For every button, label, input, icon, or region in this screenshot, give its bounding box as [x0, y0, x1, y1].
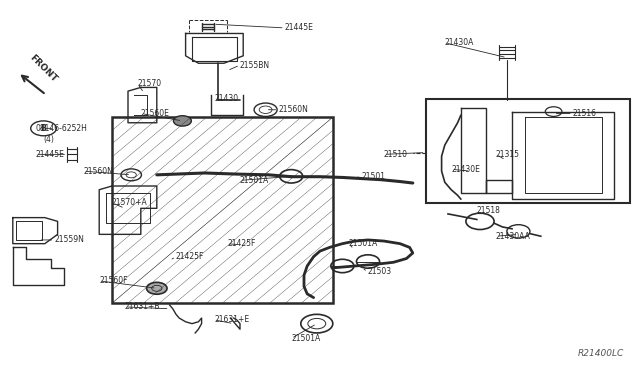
- Bar: [426, 99, 630, 203]
- Circle shape: [147, 282, 167, 294]
- Text: 21501A: 21501A: [291, 334, 321, 343]
- Circle shape: [31, 121, 56, 136]
- Text: 21501A: 21501A: [240, 176, 269, 185]
- Text: 21501: 21501: [362, 172, 385, 181]
- Text: 21560E: 21560E: [141, 109, 170, 118]
- Text: 21430: 21430: [214, 94, 239, 103]
- Text: 21445E: 21445E: [285, 23, 314, 32]
- Bar: [112, 117, 333, 303]
- Text: 21560N: 21560N: [83, 167, 113, 176]
- Text: 2155BN: 2155BN: [240, 61, 270, 70]
- Text: 21516: 21516: [573, 109, 596, 118]
- Text: 21631+E: 21631+E: [214, 315, 250, 324]
- Circle shape: [173, 116, 191, 126]
- Text: 21631+B: 21631+B: [125, 302, 160, 311]
- Text: 21425F: 21425F: [227, 239, 255, 248]
- Text: B: B: [41, 124, 46, 133]
- Text: 08146-6252H: 08146-6252H: [35, 124, 87, 133]
- Text: 21430AA: 21430AA: [496, 232, 531, 241]
- Text: 21560N: 21560N: [278, 105, 308, 114]
- Text: 21315: 21315: [496, 150, 520, 159]
- Text: 21503: 21503: [368, 267, 392, 276]
- Text: 21560F: 21560F: [99, 276, 128, 285]
- Text: 21445E: 21445E: [35, 150, 64, 159]
- Text: 21501A: 21501A: [349, 239, 378, 248]
- Text: (4): (4): [44, 135, 54, 144]
- Text: FRONT: FRONT: [28, 54, 59, 84]
- Text: 21430A: 21430A: [445, 38, 474, 47]
- Text: 21570: 21570: [138, 79, 162, 88]
- Text: 21425F: 21425F: [176, 252, 204, 261]
- Text: R21400LC: R21400LC: [578, 349, 624, 358]
- Text: 21430E: 21430E: [451, 165, 480, 174]
- Text: 21518: 21518: [477, 206, 500, 215]
- Text: 21559N: 21559N: [54, 235, 84, 244]
- Text: 21510: 21510: [384, 150, 408, 159]
- Text: 21570+A: 21570+A: [112, 198, 148, 207]
